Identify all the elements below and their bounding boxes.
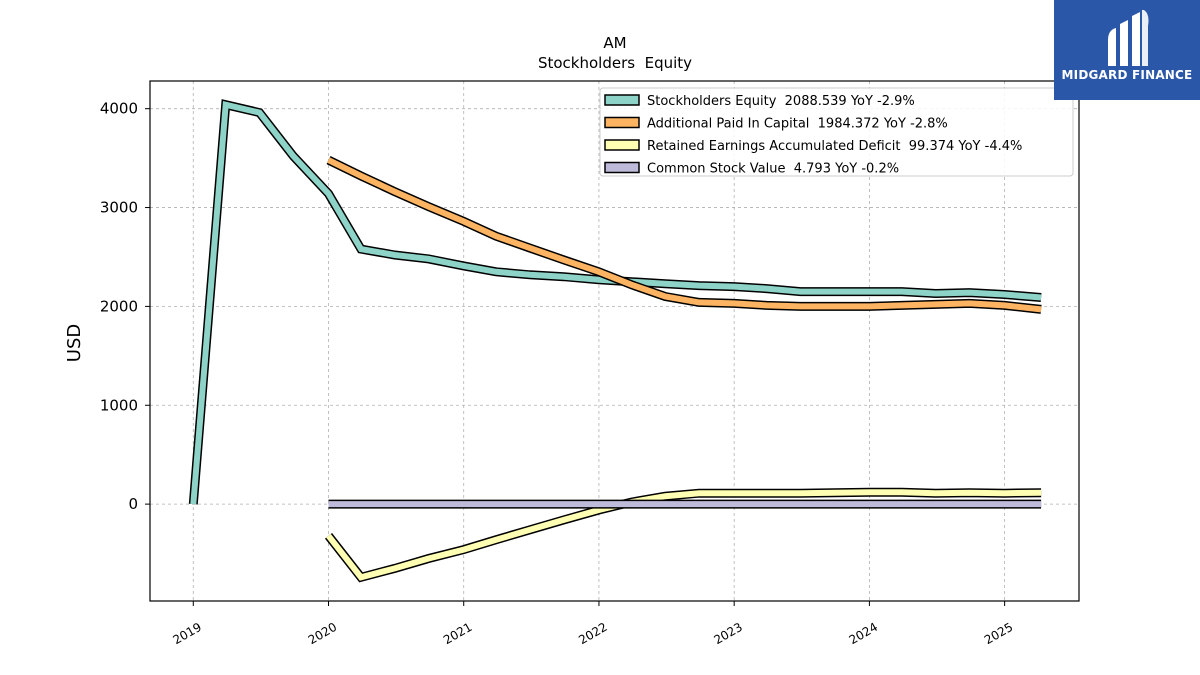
x-tick-label: 2022: [576, 620, 609, 647]
legend-swatch: [604, 116, 640, 129]
x-tick-label: 2019: [171, 620, 204, 647]
x-tick-label: 2025: [982, 620, 1015, 647]
x-tick-label: 2023: [711, 620, 744, 647]
legend-label: Stockholders Equity 2088.539 YoY -2.9%: [647, 94, 915, 109]
y-axis-label: USD: [64, 324, 85, 362]
series-line: [327, 157, 1042, 313]
series-lines: [188, 99, 1042, 583]
axis-ticks: 0 1000 2000 3000 4000 2019 2020 2021 2022 2023 202…: [100, 100, 1016, 648]
legend-label: Retained Earnings Accumulated Deficit 99…: [647, 139, 1022, 154]
y-tick-label: 1000: [100, 396, 138, 414]
legend-label: Additional Paid In Capital 1984.372 YoY …: [647, 117, 948, 132]
midgard-logo-icon: [1108, 10, 1149, 66]
legend: Stockholders Equity 2088.539 YoY -2.9% Ad…: [599, 87, 1074, 177]
y-tick-label: 4000: [100, 100, 138, 118]
logo-text: MIDGARD FINANCE: [1061, 68, 1193, 82]
x-tick-label: 2024: [847, 620, 880, 647]
legend-label: Common Stock Value 4.793 YoY -0.2%: [647, 162, 899, 177]
legend-swatch: [604, 161, 640, 174]
legend-box: [599, 87, 1074, 177]
x-tick-label: 2021: [441, 620, 474, 647]
midgard-finance-logo: MIDGARD FINANCE: [1054, 0, 1200, 100]
y-tick-label: 0: [128, 495, 138, 513]
y-tick-label: 2000: [100, 297, 138, 315]
chart-title: AM: [603, 34, 626, 52]
chart-subtitle: Stockholders Equity: [538, 54, 692, 72]
legend-swatch: [604, 94, 640, 106]
legend-swatch: [604, 139, 640, 151]
x-tick-label: 2020: [306, 620, 339, 647]
y-tick-label: 3000: [100, 199, 138, 217]
series-line: [326, 489, 1042, 581]
plot-frame: [149, 80, 1080, 602]
